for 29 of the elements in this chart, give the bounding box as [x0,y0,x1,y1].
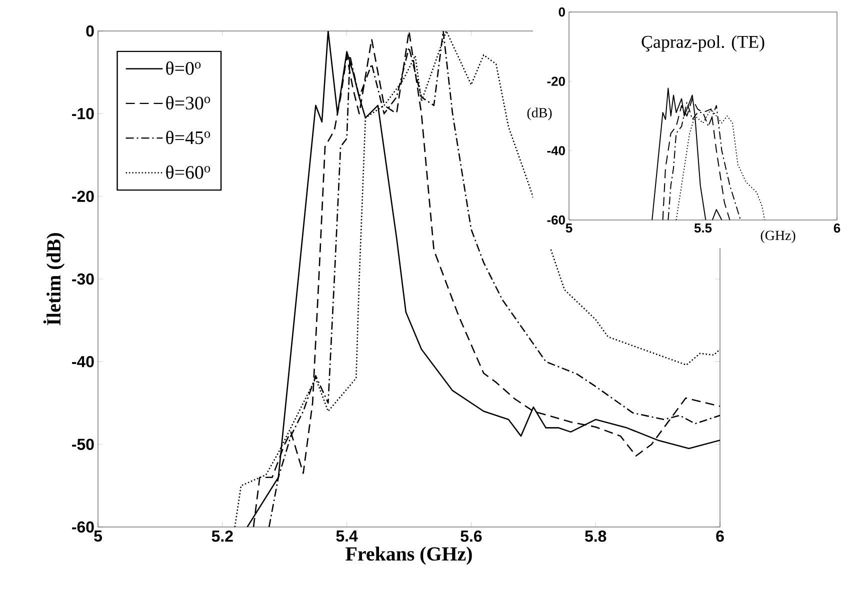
x-tick-label: 5.6 [460,530,482,542]
x-tick-label: 6 [834,224,840,233]
y-tick-label: -50 [72,438,94,450]
y-tick-label: 0 [86,25,94,37]
y-axis-title: İletim (dB) [43,233,65,326]
legend-label: θ=0$^{o}$ [166,61,201,75]
y-tick-label: -20 [72,190,94,202]
x-tick-label: 5.5 [694,224,712,233]
x-tick-label: 5 [94,530,102,542]
x-axis-title: Frekans (GHz) [346,546,472,565]
x-tick-label: 5.8 [585,530,606,542]
y-tick-label: -40 [547,146,565,156]
x-tick-label: 5.4 [336,530,358,542]
legend-label: θ=60$^{o}$ [166,165,210,179]
y-axis-title: (dB) [527,108,552,120]
x-tick-label: 5.2 [212,530,233,542]
legend-label: θ=45$^{o}$ [166,130,210,144]
x-tick-label: 6 [716,530,724,542]
y-tick-label: -30 [72,273,94,285]
y-tick-label: -60 [72,521,94,533]
y-tick-label: 0 [558,7,565,17]
y-tick-label: -40 [72,356,94,368]
text: Çapraz-pol. (TE) [642,35,764,52]
x-tick-label: 5 [566,224,572,233]
x-axis-title: (GHz) [760,230,796,243]
y-tick-label: -10 [72,108,94,120]
legend-label: θ=30$^{o}$ [166,96,210,110]
y-tick-label: -20 [547,76,565,86]
y-tick-label: -60 [547,215,565,225]
